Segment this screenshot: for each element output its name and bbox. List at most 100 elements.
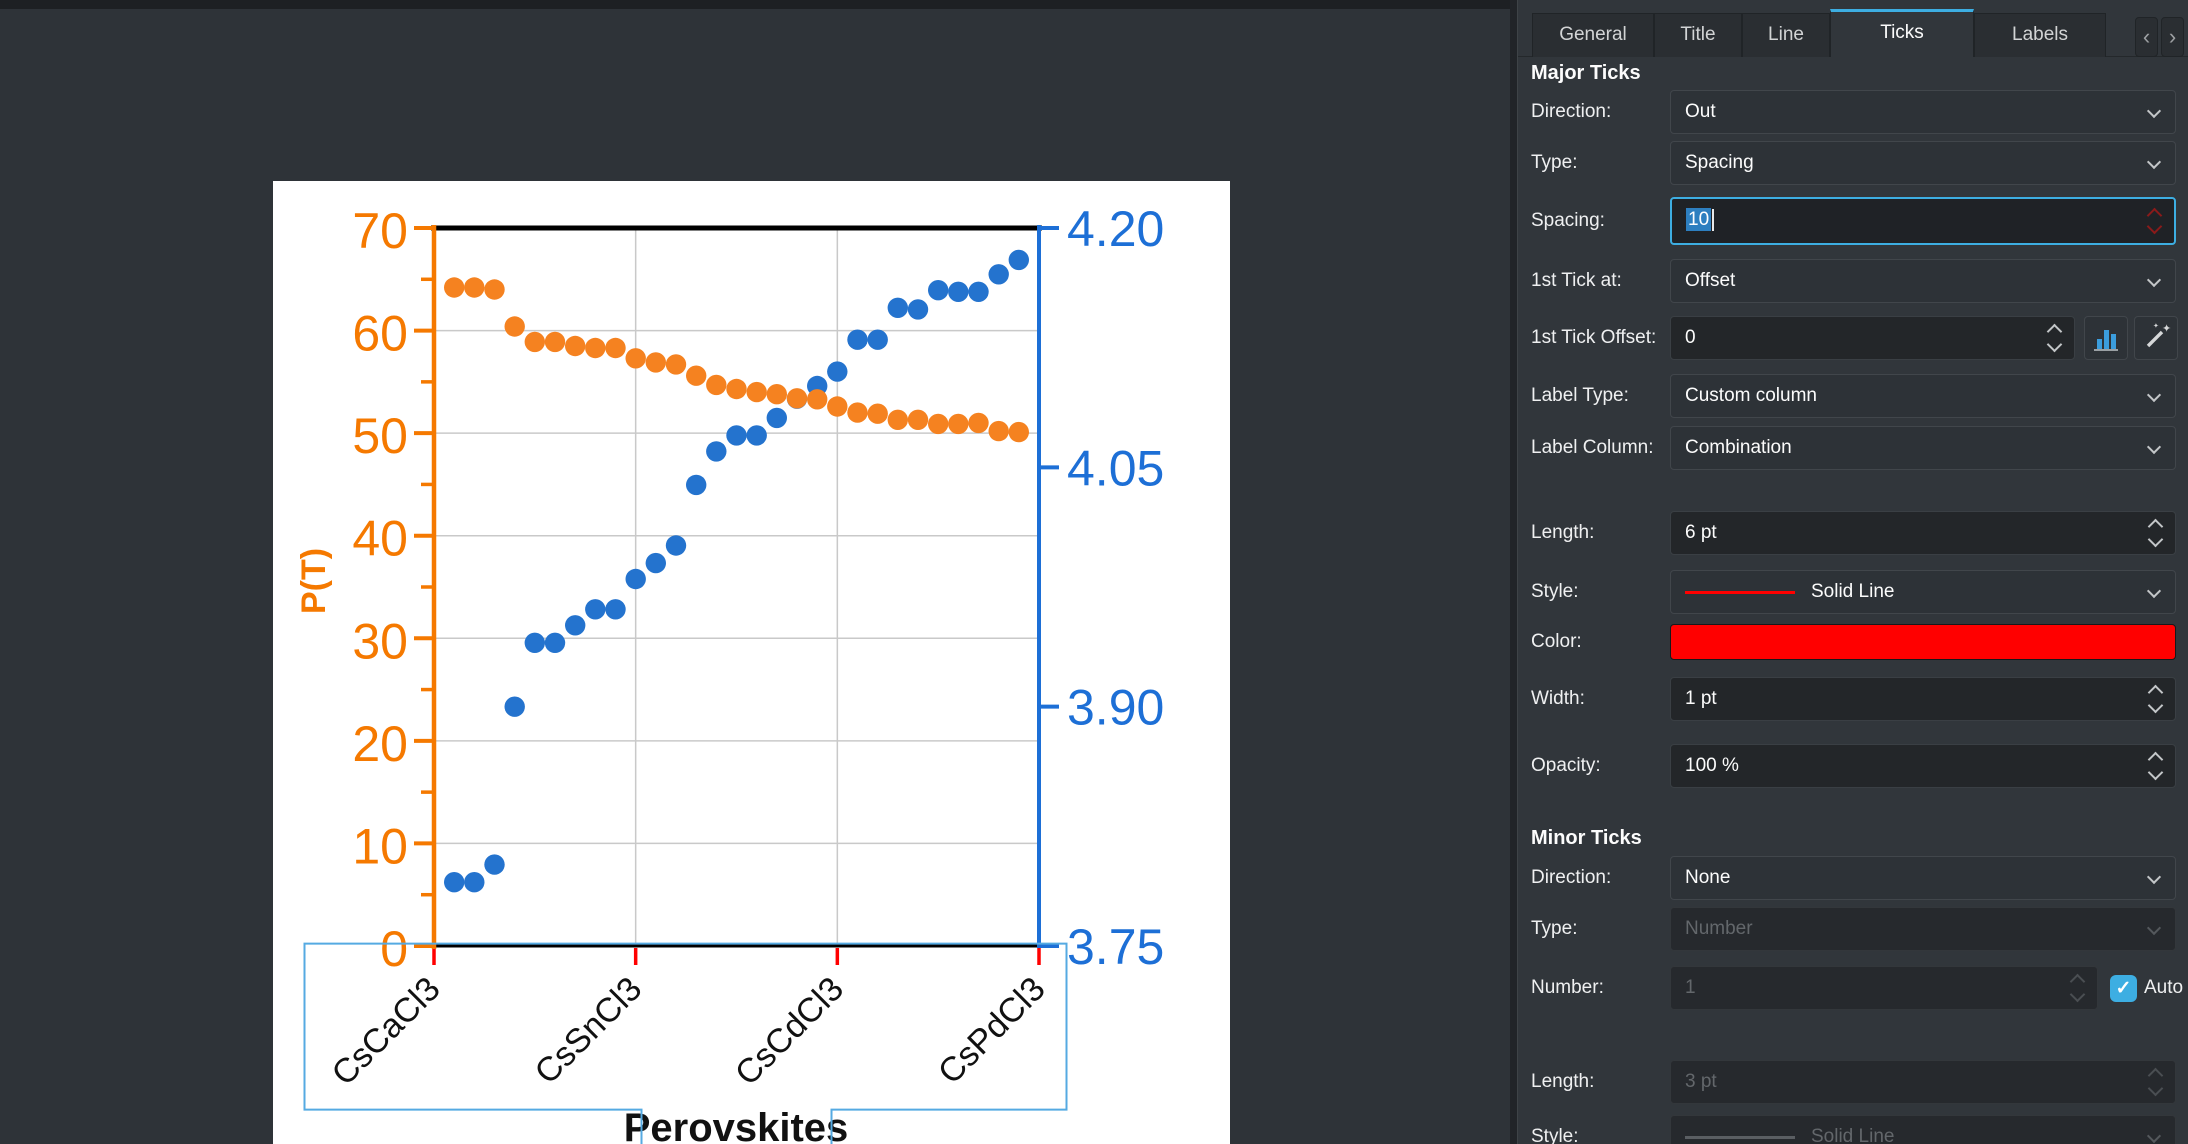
plot-canvas[interactable]: 70 60 50 40 30 20 10 0 P(T) 4.20 4.05 3.90 3.75 CsCaC… bbox=[273, 181, 1230, 1144]
minor-direction-select[interactable]: None bbox=[1670, 856, 2176, 900]
row-minor-number: Number: 1 ✓ Auto bbox=[1518, 966, 2188, 1010]
worksheet-area[interactable]: 70 60 50 40 30 20 10 0 P(T) 4.20 4.05 3.90 3.75 CsCaC… bbox=[0, 9, 1510, 1144]
spin-down-icon[interactable] bbox=[2146, 218, 2163, 235]
major-width-value: 1 pt bbox=[1685, 688, 1717, 709]
tab-ticks[interactable]: Ticks bbox=[1830, 9, 1974, 57]
major-style-select[interactable]: Solid Line bbox=[1670, 570, 2176, 614]
svg-text:CsSnCl3: CsSnCl3 bbox=[528, 970, 650, 1092]
minor-style-select: Solid Line bbox=[1670, 1115, 2176, 1144]
x-tick-labels: CsCaCl3 CsSnCl3 CsCdCl3 CsPdCl3 Perovskites bbox=[325, 970, 1053, 1144]
left-tick-label: 70 bbox=[352, 203, 408, 259]
major-opacity-value: 100 % bbox=[1685, 755, 1739, 776]
chevron-down-icon bbox=[2146, 154, 2162, 170]
series-right-series[interactable] bbox=[444, 249, 1029, 893]
spin-down-icon[interactable] bbox=[2147, 764, 2164, 781]
svg-text:✦: ✦ bbox=[2153, 322, 2159, 330]
row-minor-style: Style: Solid Line bbox=[1518, 1115, 2188, 1144]
major-direction-select[interactable]: Out bbox=[1670, 90, 2176, 134]
row-major-spacing: Spacing: 10 bbox=[1518, 197, 2188, 245]
spin-down-icon[interactable] bbox=[2046, 336, 2063, 353]
tab-line[interactable]: Line bbox=[1742, 13, 1830, 57]
row-major-type: Type: Spacing bbox=[1518, 141, 2188, 185]
field-label: Type: bbox=[1531, 918, 1578, 939]
series-P(T)-series[interactable] bbox=[444, 277, 1029, 443]
row-minor-length: Length: 3 pt bbox=[1518, 1060, 2188, 1104]
tab-scroll-right-icon[interactable]: › bbox=[2161, 17, 2184, 57]
auto-checkbox[interactable]: ✓ bbox=[2110, 975, 2137, 1002]
line-style-sample bbox=[1685, 1136, 1795, 1139]
row-minor-direction: Direction: None bbox=[1518, 856, 2188, 900]
major-length-value: 6 pt bbox=[1685, 522, 1717, 543]
minor-length-value: 3 pt bbox=[1685, 1071, 1717, 1092]
left-tick-label: 60 bbox=[352, 306, 408, 362]
tick-color-swatch[interactable] bbox=[1670, 624, 2176, 660]
axis-selection-box bbox=[303, 942, 1068, 1144]
field-label: Label Column: bbox=[1531, 437, 1654, 458]
major-width-input[interactable]: 1 pt bbox=[1670, 677, 2176, 721]
major-opacity-input[interactable]: 100 % bbox=[1670, 744, 2176, 788]
minor-direction-value: None bbox=[1685, 867, 1731, 888]
x-axis[interactable] bbox=[431, 225, 1042, 965]
spin-down-icon[interactable] bbox=[2147, 697, 2164, 714]
major-type-select[interactable]: Spacing bbox=[1670, 141, 2176, 185]
left-tick-label: 30 bbox=[352, 613, 408, 669]
field-label: Spacing: bbox=[1531, 210, 1605, 231]
major-type-value: Spacing bbox=[1685, 152, 1754, 173]
right-axis[interactable]: 4.20 4.05 3.90 3.75 bbox=[1037, 201, 1164, 975]
field-label: Number: bbox=[1531, 977, 1604, 998]
major-length-input[interactable]: 6 pt bbox=[1670, 511, 2176, 555]
chevron-down-icon bbox=[2146, 869, 2162, 885]
chevron-down-icon bbox=[2146, 920, 2162, 936]
auto-checkbox-label: Auto bbox=[2144, 977, 2184, 998]
minor-type-value: Number bbox=[1685, 918, 1753, 939]
magic-wand-icon: ✦ ✦ bbox=[2146, 322, 2171, 348]
major-spacing-value: 10 bbox=[1686, 208, 1712, 231]
field-label: 1st Tick Offset: bbox=[1531, 327, 1657, 348]
left-axis-title: P(T) bbox=[295, 548, 333, 614]
label-column-value: Combination bbox=[1685, 437, 1792, 458]
minor-number-value: 1 bbox=[1685, 977, 1696, 998]
field-label: Length: bbox=[1531, 1071, 1595, 1092]
magic-wand-button[interactable]: ✦ ✦ bbox=[2134, 316, 2178, 360]
left-tick-label: 20 bbox=[352, 716, 408, 772]
first-tick-offset-value: 0 bbox=[1685, 327, 1696, 348]
first-tick-offset-input[interactable]: 0 bbox=[1670, 316, 2075, 360]
column-statistics-button[interactable] bbox=[2084, 316, 2128, 360]
first-tick-at-select[interactable]: Offset bbox=[1670, 259, 2176, 303]
tab-general[interactable]: General bbox=[1532, 13, 1654, 57]
chevron-down-icon bbox=[2146, 439, 2162, 455]
svg-text:✦: ✦ bbox=[2162, 323, 2171, 335]
spin-down-icon[interactable] bbox=[2147, 531, 2164, 548]
minor-length-input: 3 pt bbox=[1670, 1060, 2176, 1104]
row-major-direction: Direction: Out bbox=[1518, 90, 2188, 134]
properties-panel: General Title Line Ticks Labels ‹ › Majo… bbox=[1517, 0, 2188, 1144]
grid bbox=[434, 228, 1039, 946]
row-label-type: Label Type: Custom column bbox=[1518, 374, 2188, 418]
major-style-value: Solid Line bbox=[1811, 581, 1895, 602]
field-label: Direction: bbox=[1531, 101, 1612, 122]
field-label: 1st Tick at: bbox=[1531, 270, 1622, 291]
svg-text:CsPdCl3: CsPdCl3 bbox=[931, 970, 1053, 1092]
major-spacing-input[interactable]: 10 bbox=[1670, 197, 2176, 245]
chevron-down-icon bbox=[2146, 583, 2162, 599]
left-axis[interactable]: 70 60 50 40 30 20 10 0 P(T) bbox=[295, 203, 437, 977]
right-tick-label: 3.75 bbox=[1067, 919, 1164, 975]
field-label: Style: bbox=[1531, 1126, 1579, 1144]
chart-svg[interactable]: 706050403020100P(T)4.204.053.903.75CsCaC… bbox=[273, 181, 1230, 1144]
tab-labels[interactable]: Labels bbox=[1974, 13, 2106, 57]
minor-type-select: Number bbox=[1670, 907, 2176, 951]
label-type-select[interactable]: Custom column bbox=[1670, 374, 2176, 418]
field-label: Width: bbox=[1531, 688, 1585, 709]
right-tick-label: 3.90 bbox=[1067, 680, 1164, 736]
label-column-select[interactable]: Combination bbox=[1670, 426, 2176, 470]
panel-divider[interactable] bbox=[1510, 0, 1517, 1144]
tab-title[interactable]: Title bbox=[1654, 13, 1742, 57]
field-label: Type: bbox=[1531, 152, 1578, 173]
major-direction-value: Out bbox=[1685, 101, 1716, 122]
x-axis-title: Perovskites bbox=[624, 1106, 849, 1144]
bar-chart-icon bbox=[2094, 330, 2118, 351]
window-top-strip bbox=[0, 0, 2188, 9]
row-first-tick-offset: 1st Tick Offset: 0 ✦ ✦ bbox=[1518, 316, 2188, 360]
tab-scroll-left-icon[interactable]: ‹ bbox=[2135, 17, 2158, 57]
chevron-down-icon bbox=[2146, 272, 2162, 288]
